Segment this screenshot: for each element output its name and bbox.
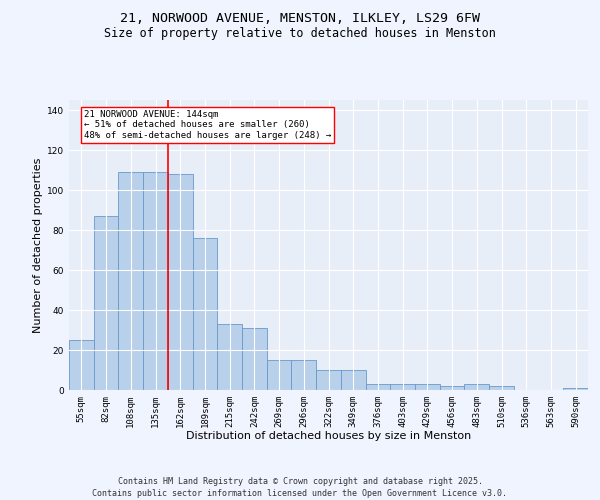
Bar <box>168 174 193 390</box>
Bar <box>267 360 292 390</box>
Bar <box>390 384 415 390</box>
Text: Contains HM Land Registry data © Crown copyright and database right 2025.: Contains HM Land Registry data © Crown c… <box>118 477 482 486</box>
Text: 21, NORWOOD AVENUE, MENSTON, ILKLEY, LS29 6FW: 21, NORWOOD AVENUE, MENSTON, ILKLEY, LS2… <box>120 12 480 26</box>
Bar <box>563 388 588 390</box>
Text: Contains public sector information licensed under the Open Government Licence v3: Contains public sector information licen… <box>92 488 508 498</box>
Bar <box>193 238 217 390</box>
Bar <box>118 172 143 390</box>
Text: 21 NORWOOD AVENUE: 144sqm
← 51% of detached houses are smaller (260)
48% of semi: 21 NORWOOD AVENUE: 144sqm ← 51% of detac… <box>84 110 331 140</box>
Bar <box>440 386 464 390</box>
Bar <box>69 340 94 390</box>
Bar <box>341 370 365 390</box>
Bar <box>365 384 390 390</box>
Bar <box>292 360 316 390</box>
Bar <box>242 328 267 390</box>
Bar <box>464 384 489 390</box>
Bar <box>415 384 440 390</box>
Bar <box>489 386 514 390</box>
Y-axis label: Number of detached properties: Number of detached properties <box>33 158 43 332</box>
Bar <box>217 324 242 390</box>
Text: Size of property relative to detached houses in Menston: Size of property relative to detached ho… <box>104 28 496 40</box>
X-axis label: Distribution of detached houses by size in Menston: Distribution of detached houses by size … <box>186 432 471 442</box>
Bar <box>316 370 341 390</box>
Bar <box>94 216 118 390</box>
Bar <box>143 172 168 390</box>
